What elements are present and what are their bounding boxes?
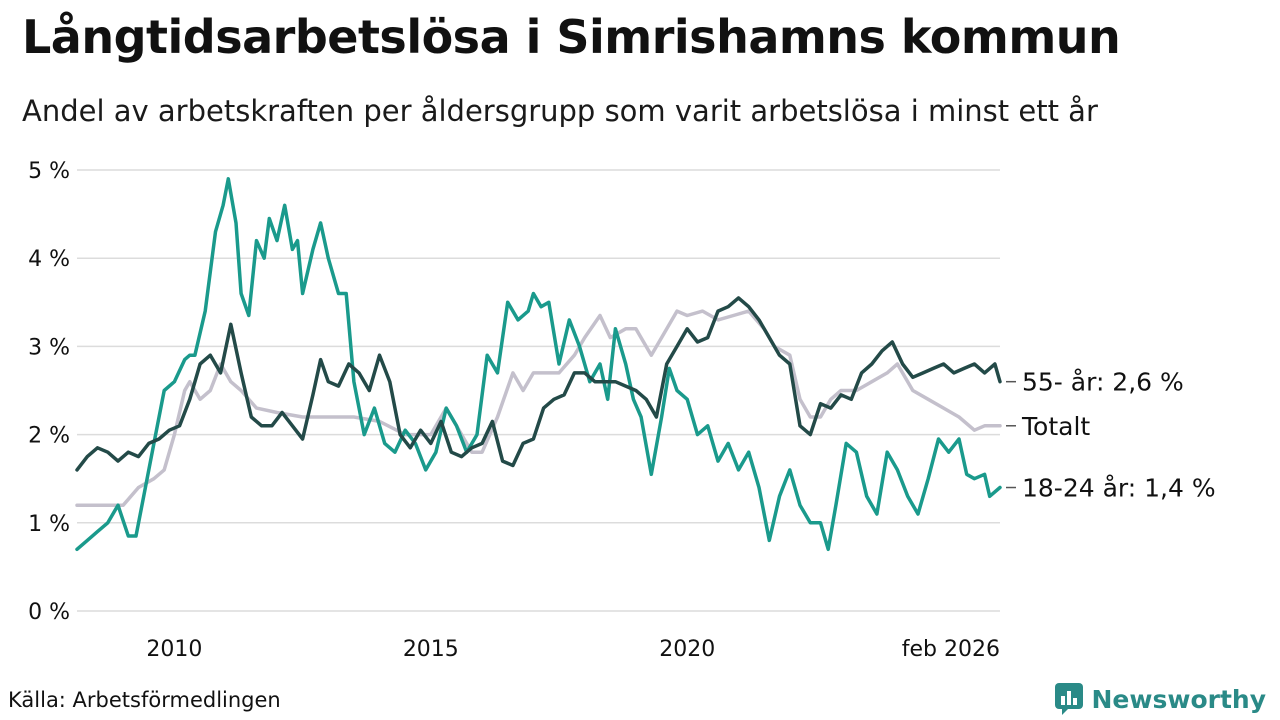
y-axis: 0 % 1 % 2 % 3 % 4 % 5 %	[28, 159, 70, 625]
bar-chart-icon	[1054, 683, 1083, 715]
y-tick-label: 4 %	[28, 247, 70, 272]
x-tick-label: feb 2026	[902, 637, 1000, 662]
brand-name: Newsworthy	[1091, 684, 1267, 714]
x-tick-label: 2020	[659, 637, 715, 662]
x-tick-label: 2010	[146, 637, 202, 662]
source-note: Källa: Arbetsförmedlingen	[8, 688, 281, 712]
y-tick-label: 5 %	[28, 159, 70, 184]
series-end-label: 18-24 år: 1,4 %	[1022, 474, 1216, 503]
series-line-2	[75, 296, 1002, 472]
chart-subtitle: Andel av arbetskraften per åldersgrupp s…	[22, 94, 1098, 128]
y-tick-label: 3 %	[28, 335, 70, 360]
y-tick-label: 0 %	[28, 600, 70, 625]
series-line-0	[75, 309, 1002, 507]
series-lines	[75, 177, 1002, 552]
x-tick-label: 2015	[403, 637, 459, 662]
gridlines	[77, 169, 1000, 612]
series-line-1	[75, 177, 1002, 552]
y-tick-label: 1 %	[28, 512, 70, 537]
series-end-label: 55- år: 2,6 %	[1022, 368, 1184, 397]
series-end-labels: 55- år: 2,6 % Totalt 18-24 år: 1,4 %	[1006, 368, 1216, 503]
x-axis: 2010 2015 2020 feb 2026	[146, 637, 1000, 662]
chart-title: Långtidsarbetslösa i Simrishamns kommun	[22, 10, 1121, 64]
brand-logo-group: Newsworthy	[1054, 682, 1267, 716]
y-tick-label: 2 %	[28, 424, 70, 449]
series-end-label: Totalt	[1021, 412, 1090, 441]
